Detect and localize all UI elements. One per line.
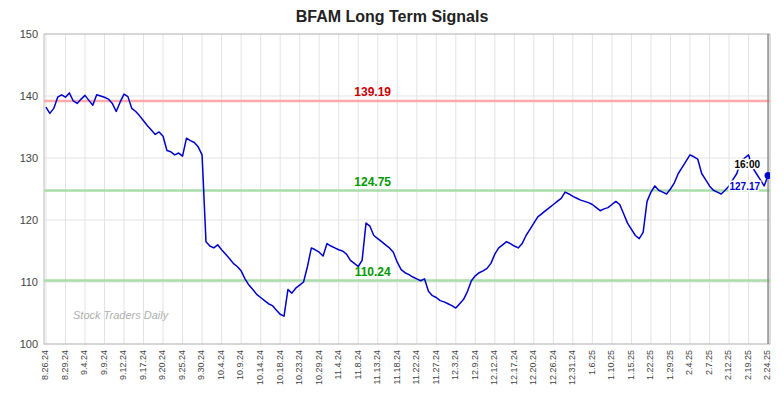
x-tick-label: 10.29.24 <box>314 350 324 385</box>
x-tick-label: 2.7.25 <box>704 350 714 375</box>
x-grid-line <box>533 34 534 344</box>
x-tick-label: 1.22.25 <box>645 350 655 380</box>
signal-label: 124.75 <box>354 175 391 189</box>
price-line <box>46 93 768 316</box>
x-tick-label: 11.22.24 <box>411 350 421 384</box>
x-grid-line <box>319 34 320 344</box>
x-grid-line <box>650 34 651 344</box>
x-tick-label: 10.4.24 <box>216 350 226 380</box>
x-grid-line <box>377 34 378 344</box>
x-grid-line <box>494 34 495 344</box>
x-tick-label: 11.27.24 <box>431 350 441 384</box>
x-tick-label: 2.4.25 <box>684 350 694 375</box>
x-grid-line <box>358 34 359 344</box>
x-tick-label: 10.14.24 <box>255 350 265 385</box>
x-tick-label: 12.31.24 <box>567 350 577 385</box>
x-grid-line <box>572 34 573 344</box>
title: BFAM Long Term Signals <box>296 8 489 25</box>
x-grid-line <box>182 34 183 344</box>
x-grid-line <box>709 34 710 344</box>
x-grid-line <box>104 34 105 344</box>
chart: BFAM Long Term Signals 100 110 120 130 140 150… <box>0 0 784 398</box>
y-tick-label: 140 <box>20 90 38 102</box>
x-grid-line <box>553 34 554 344</box>
x-tick-label: 9.9.24 <box>99 350 109 375</box>
y-grid-line <box>44 158 770 159</box>
y-tick-label: 150 <box>20 28 38 40</box>
grid <box>44 34 770 344</box>
x-tick-label: 9.25.24 <box>177 350 187 380</box>
signal-line <box>44 279 770 282</box>
x-tick-label: 11.8.24 <box>353 350 363 379</box>
x-grid-line <box>221 34 222 344</box>
x-grid-line <box>241 34 242 344</box>
x-grid-line <box>611 34 612 344</box>
x-tick-label: 1.6.25 <box>587 350 597 375</box>
y-tick-label: 130 <box>20 152 38 164</box>
x-tick-label: 12.17.24 <box>509 350 519 385</box>
last-value: 127.17 <box>729 181 760 192</box>
x-tick-label: 11.13.24 <box>372 350 382 384</box>
x-tick-label: 9.17.24 <box>138 350 148 380</box>
x-tick-label: 2.12.25 <box>723 350 733 380</box>
x-grid-line <box>631 34 632 344</box>
x-tick-label: 12.12.24 <box>489 350 499 385</box>
x-grid-line <box>592 34 593 344</box>
x-tick-label: 12.9.24 <box>470 350 480 380</box>
x-tick-label: 8.26.24 <box>40 350 50 380</box>
x-tick-label: 1.29.25 <box>665 350 675 380</box>
x-grid-line <box>689 34 690 344</box>
x-grid-line <box>65 34 66 344</box>
x-tick-label: 2.24.25 <box>762 350 772 380</box>
x-grid-line <box>768 34 769 344</box>
x-grid-line <box>299 34 300 344</box>
x-grid-line <box>475 34 476 344</box>
x-tick-label: 11.4.24 <box>333 350 343 379</box>
x-tick-label: 8.29.24 <box>60 350 70 380</box>
x-grid-line <box>163 34 164 344</box>
y-grid-line <box>44 96 770 97</box>
x-grid-line <box>455 34 456 344</box>
x-tick-label: 9.12.24 <box>118 350 128 380</box>
x-grid-line <box>84 34 85 344</box>
signal-line <box>44 100 770 103</box>
x-grid-line <box>45 34 46 344</box>
watermark: Stock Traders Daily <box>73 309 170 321</box>
x-tick-label: 1.15.25 <box>626 350 636 380</box>
x-tick-label: 10.9.24 <box>235 350 245 380</box>
x-tick-label: 9.30.24 <box>196 350 206 380</box>
x-grid-line <box>124 34 125 344</box>
signal-label: 139.19 <box>354 85 391 99</box>
x-grid-line <box>416 34 417 344</box>
x-grid-line <box>202 34 203 344</box>
y-grid-line <box>44 282 770 283</box>
x-tick-label: 10.23.24 <box>294 350 304 385</box>
x-tick-label: 1.10.25 <box>606 350 616 380</box>
last-label: 16:00 <box>734 159 760 170</box>
plot-frame <box>44 34 770 344</box>
x-tick-label: 10.18.24 <box>275 350 285 385</box>
signal-label: 110.24 <box>355 265 391 279</box>
x-tick-label: 2.19.25 <box>743 350 753 380</box>
x-grid-line <box>514 34 515 344</box>
x-grid-line <box>143 34 144 344</box>
x-tick-label: 12.3.24 <box>450 350 460 380</box>
marks <box>44 34 770 344</box>
x-tick-label: 9.4.24 <box>79 350 89 375</box>
x-tick-label: 12.20.24 <box>528 350 538 385</box>
x-tick-label: 12.26.24 <box>548 350 558 385</box>
y-grid-line <box>44 220 770 221</box>
x-grid-line <box>338 34 339 344</box>
y-tick-label: 100 <box>20 338 38 350</box>
annotations: 139.19 124.75 110.24 16:00 127.17 <box>354 85 760 278</box>
x-grid-line <box>397 34 398 344</box>
last-vline <box>767 34 768 344</box>
y-tick-label: 110 <box>20 276 38 288</box>
x-tick-label: 11.18.24 <box>392 350 402 384</box>
axes: 100 110 120 130 140 150 8.26.24 8.29.24 9.4.24 9.… <box>20 28 773 385</box>
last-point <box>765 172 770 179</box>
x-tick-label: 9.20.24 <box>157 350 167 380</box>
y-tick-label: 120 <box>20 214 38 226</box>
x-grid-line <box>280 34 281 344</box>
